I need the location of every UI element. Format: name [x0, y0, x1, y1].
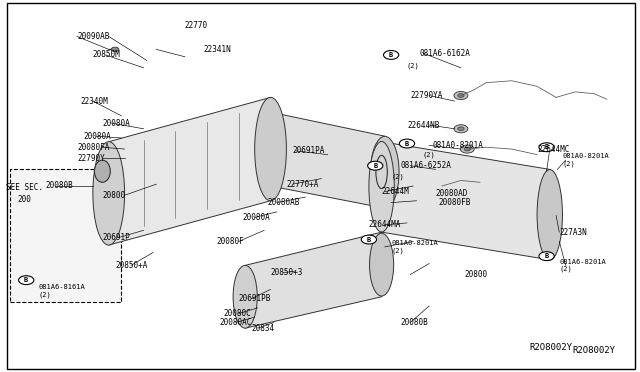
- Ellipse shape: [233, 265, 257, 328]
- Ellipse shape: [371, 137, 399, 208]
- Text: 081A0-8201A
(2): 081A0-8201A (2): [391, 240, 438, 254]
- Text: 20691PA: 20691PA: [292, 147, 325, 155]
- Text: 227A3N: 227A3N: [559, 228, 587, 237]
- Text: 081A0-8201A
(2): 081A0-8201A (2): [563, 153, 609, 167]
- Ellipse shape: [95, 160, 110, 182]
- Ellipse shape: [460, 145, 474, 153]
- Text: 22770+A: 22770+A: [287, 180, 319, 189]
- Circle shape: [539, 252, 554, 260]
- Polygon shape: [109, 97, 271, 245]
- Ellipse shape: [464, 147, 470, 151]
- Polygon shape: [245, 232, 381, 328]
- Text: 22341N: 22341N: [204, 45, 232, 54]
- Text: 20090AB: 20090AB: [77, 32, 109, 41]
- Ellipse shape: [454, 125, 468, 133]
- Circle shape: [399, 139, 415, 148]
- Text: 20080AB: 20080AB: [268, 198, 300, 207]
- Text: 081A6-8201A
(2): 081A6-8201A (2): [559, 259, 606, 272]
- Text: R2O8002Y: R2O8002Y: [529, 343, 572, 352]
- Text: B: B: [389, 52, 393, 58]
- Text: 081A6-6252A: 081A6-6252A: [401, 161, 451, 170]
- Text: 20080F: 20080F: [216, 237, 244, 246]
- Text: 20080AC: 20080AC: [220, 318, 252, 327]
- Circle shape: [367, 161, 383, 170]
- Text: B: B: [367, 237, 371, 243]
- Text: 22644M: 22644M: [381, 187, 410, 196]
- Text: 22790Y: 22790Y: [77, 154, 105, 163]
- Text: 20800: 20800: [464, 270, 487, 279]
- Ellipse shape: [369, 141, 394, 232]
- Circle shape: [383, 51, 399, 60]
- Text: 20850+3: 20850+3: [271, 268, 303, 277]
- Text: (2): (2): [423, 151, 436, 158]
- Text: 081A6-8161A
(2): 081A6-8161A (2): [39, 285, 86, 298]
- Circle shape: [362, 235, 376, 244]
- Text: R2O8002Y: R2O8002Y: [572, 346, 615, 355]
- Ellipse shape: [93, 142, 125, 245]
- Text: B: B: [24, 277, 28, 283]
- Text: 22770: 22770: [185, 21, 208, 30]
- Text: 20800: 20800: [102, 191, 125, 200]
- Text: B: B: [405, 141, 409, 147]
- Ellipse shape: [454, 92, 468, 100]
- Ellipse shape: [458, 94, 464, 97]
- Text: 20080AD: 20080AD: [436, 189, 468, 198]
- Text: 20080FB: 20080FB: [438, 198, 471, 207]
- Text: 22790YA: 22790YA: [410, 91, 442, 100]
- Text: 20080A: 20080A: [242, 213, 269, 222]
- Text: (2): (2): [407, 63, 420, 69]
- Ellipse shape: [458, 127, 464, 131]
- Ellipse shape: [537, 170, 563, 260]
- Text: 081A6-6162A: 081A6-6162A: [420, 49, 470, 58]
- Text: 20080A: 20080A: [102, 119, 130, 128]
- Text: 22644NB: 22644NB: [407, 121, 439, 129]
- Text: 20850+A: 20850+A: [115, 261, 147, 270]
- Text: 22340M: 22340M: [80, 97, 108, 106]
- Text: SEE SEC.
200: SEE SEC. 200: [6, 183, 43, 204]
- Text: 081A0-8201A: 081A0-8201A: [433, 141, 483, 150]
- Text: (2): (2): [391, 173, 404, 180]
- Text: 20080B: 20080B: [401, 318, 428, 327]
- FancyBboxPatch shape: [10, 169, 122, 302]
- Text: B: B: [545, 253, 548, 259]
- Ellipse shape: [255, 97, 287, 201]
- Circle shape: [539, 143, 554, 152]
- Text: 20850M: 20850M: [93, 51, 120, 60]
- Text: 22644MC: 22644MC: [537, 145, 570, 154]
- Polygon shape: [271, 112, 385, 208]
- Text: 20080FA: 20080FA: [77, 143, 109, 152]
- Text: 20080A: 20080A: [83, 132, 111, 141]
- Text: 20080C: 20080C: [223, 309, 251, 318]
- Polygon shape: [381, 142, 550, 260]
- Ellipse shape: [369, 233, 394, 296]
- Text: B: B: [545, 144, 548, 150]
- Text: 20691PB: 20691PB: [239, 294, 271, 303]
- Text: 22644MA: 22644MA: [369, 220, 401, 229]
- Text: B: B: [373, 163, 378, 169]
- Text: 20080B: 20080B: [45, 182, 73, 190]
- Circle shape: [19, 276, 34, 285]
- Text: 20834: 20834: [252, 324, 275, 333]
- Ellipse shape: [111, 47, 119, 52]
- Text: 20691P: 20691P: [102, 233, 130, 242]
